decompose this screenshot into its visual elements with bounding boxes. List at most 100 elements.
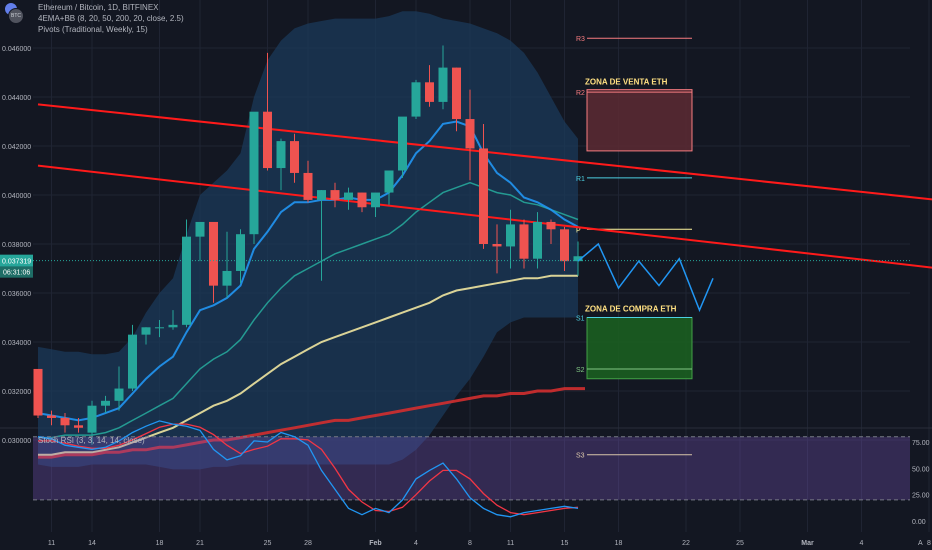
pivot-label-r1: R1 [576,176,585,183]
rsi-band-fill [33,436,910,500]
candle-body [425,82,434,102]
x-tick-label: Mar [801,540,814,547]
candle-body [290,141,299,173]
y-tick-label: 0.044000 [2,95,31,102]
x-tick-label: 18 [615,540,623,547]
candle-body [398,116,407,171]
countdown-value: 06:31:06 [3,270,30,277]
sell-zone[interactable] [586,89,693,152]
x-tick-label: 4 [414,540,418,547]
candle-body [114,388,124,401]
y-tick-label: 0.032000 [2,389,31,396]
candle-body [560,229,569,262]
symbol-icon: BTC [2,2,26,24]
buy-zone-label: ZONA DE COMPRA ETH [585,305,677,314]
buy-zone[interactable] [586,317,693,380]
candle-body [276,141,286,169]
candle-body [168,324,178,328]
candle-body [74,425,83,428]
x-tick-label: 11 [48,540,55,547]
y-tick-label: 0.034000 [2,340,31,347]
rsi-k-line [37,420,579,518]
rsi-tick-label: 75.00 [912,440,930,447]
candle-body [344,192,353,200]
candle-body [155,327,164,329]
x-tick-label: 28 [304,540,312,547]
price-box[interactable] [0,254,33,267]
y-tick-label: 0.036000 [2,291,31,298]
projection-path [577,242,714,313]
stoch-rsi-title[interactable]: Stoch RSI (3, 3, 14, 14, close) [38,436,145,445]
pivot-label-p: P [576,227,581,234]
pivot-label-s2: S2 [576,367,585,374]
indicator-pivots[interactable]: Pivots (Traditional, Weekly, 15) [38,25,148,34]
pivot-label-s1: S1 [576,316,585,323]
sell-zone-label: ZONA DE VENTA ETH [585,78,668,87]
chart-legend: Ethereum / Bitcoin, 1D, BITFINEX 4EMA+BB… [38,2,184,35]
candle-body [222,270,232,286]
rsi-tick-label: 0.00 [912,519,926,526]
auto-scale-icon[interactable]: A [918,540,923,547]
candle-body [411,82,421,117]
candle-body [357,192,367,208]
candle-body [465,119,475,149]
candle-body [195,221,205,237]
projection-line[interactable] [577,242,714,313]
rsi-tick-label: 50.00 [912,466,930,473]
x-tick-label: 11 [507,540,514,547]
candle-body [263,111,272,169]
candle-body [492,244,502,247]
trendline-1[interactable] [37,103,932,204]
chart-title[interactable]: Ethereum / Bitcoin, 1D, BITFINEX [38,3,159,12]
candle-body [128,334,137,389]
candle-body [47,415,56,418]
x-tick-label: 15 [561,540,569,547]
stoch-rsi-pane [33,420,910,518]
x-tick-label: 25 [736,540,744,547]
candle-body [330,190,340,200]
candle-body [101,400,110,406]
axes: 0.030000 0.032000 0.034000 0.036000 0.038000… [0,46,931,547]
countdown-box [0,266,33,278]
y-tick-label: 0.040000 [2,193,31,200]
y-tick-label: 0.046000 [2,46,31,53]
pivot-label-r3: R3 [576,36,585,43]
candle-body [479,148,488,244]
candle-body [209,221,218,286]
candle-body [533,221,542,259]
price-value: 0.037319 [2,259,31,266]
x-tick-label: 4 [860,540,864,547]
indicator-ema-bb[interactable]: 4EMA+BB (8, 20, 50, 200, 20, close, 2.5) [38,14,184,23]
candle-body [371,192,380,208]
candle-body [141,327,151,335]
candle-body [33,368,43,416]
y-tick-label: 0.038000 [2,242,31,249]
candle-body [519,224,529,259]
rsi-d-line [38,423,579,516]
x-tick-label: Feb [369,540,381,547]
candle-body [182,236,191,325]
y-tick-label: 0.030000 [2,438,31,445]
x-tick-label: 8 [927,540,931,547]
x-tick-label: 18 [156,540,164,547]
rsi-tick-label: 25.00 [912,493,930,500]
candle-body [506,224,515,247]
candle-body [546,221,556,230]
candle-body [87,405,97,433]
candle-body [452,67,461,120]
pivot-zones: R3 R2 R1 P S1 S2 S3 ZONA DE VENTA ETH ZONA DE CO… [576,36,693,460]
x-tick-label: 25 [264,540,272,547]
candle-body [236,234,245,271]
x-tick-label: 14 [88,540,96,547]
symbol-icon-label: BTC [8,8,24,24]
candle-body [573,256,583,262]
candle-body [249,111,259,235]
x-tick-label: 21 [196,540,204,547]
candle-body [303,172,313,200]
y-tick-label: 0.042000 [2,144,31,151]
candle-body [438,67,448,102]
candle-body [60,417,70,426]
ema200-line [38,387,585,459]
ema50-line [38,274,578,456]
